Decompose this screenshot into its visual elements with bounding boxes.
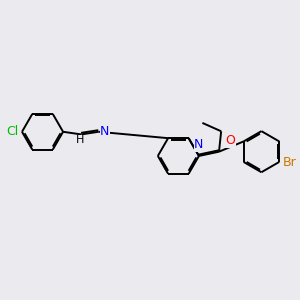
Text: Cl: Cl [6,125,18,138]
Text: N: N [194,138,204,151]
Text: H: H [76,135,84,146]
Text: N: N [100,124,110,138]
Text: O: O [225,134,235,147]
Text: Br: Br [283,156,296,169]
